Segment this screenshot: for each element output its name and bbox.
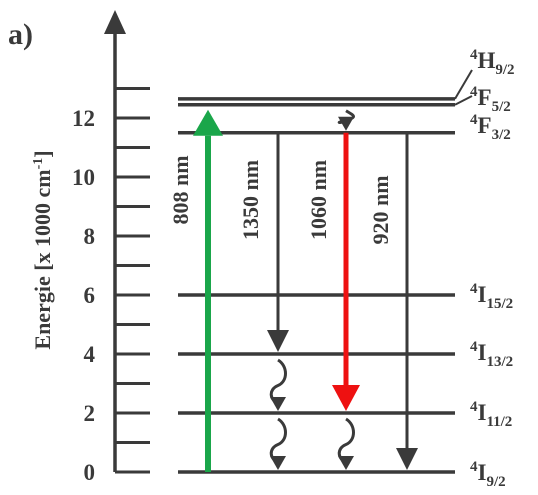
level-label-letter: I [478,340,487,365]
level-label: 4I15/2 [470,281,513,312]
axis-tick-label: 4 [84,342,96,367]
level-label-sub: 9/2 [495,62,514,78]
transition-arrowhead [193,109,223,136]
level-label: 4I13/2 [470,339,513,370]
level-label: 4I9/2 [470,459,506,490]
axis-tick-label: 2 [84,401,96,426]
axis-tick-label: 6 [84,283,96,308]
level-label-sup: 4 [470,399,478,415]
nonradiative-decay-arrowhead [338,116,354,131]
axis-tick-label: 0 [84,460,96,485]
level-label-sub: 15/2 [486,296,513,312]
axis-tick-label: 12 [72,106,95,131]
nonradiative-decay-arrowhead [270,456,286,470]
nonradiative-decay-line [337,417,355,463]
axis-title-sup: -1 [31,158,46,170]
energy-levels [178,97,455,474]
level-label-sub: 3/2 [492,127,511,143]
level-label-letter: I [478,282,487,307]
level-label-sup: 4 [470,339,478,355]
nonradiative-decay-arrowhead [338,456,354,470]
level-label-letter: I [478,460,487,485]
transition-label: 1060 nm [306,160,331,240]
nonradiative-decay-arrowhead [270,397,286,411]
nonradiative-decay-line [269,358,287,404]
energy-axis-arrowhead [104,10,126,34]
level-label-sup: 4 [470,112,478,128]
level-label-sup: 4 [470,84,478,100]
nonradiative-decay-line [269,417,287,463]
axis-title-end: ] [30,150,55,157]
level-label: 4H9/2 [470,47,515,78]
axis-tick-label: 8 [84,224,96,249]
transition-arrowhead [332,385,360,411]
panel-label: a) [8,18,33,51]
axis-title: Energie [x 1000 cm-1] [30,150,55,349]
level-label-letter: H [478,48,496,73]
level-label-sup: 4 [470,47,478,63]
level-label-sub: 5/2 [492,99,511,115]
transition-label: 808 nm [168,155,193,224]
level-label-sub: 11/2 [486,414,512,430]
level-label-sup: 4 [470,459,478,475]
level-label-letter: F [478,85,492,110]
axis-tick-label: 10 [72,165,95,190]
leader-line [454,95,473,106]
leader-line [454,69,473,100]
axis-title-text: Energie [x 1000 cm [30,169,55,349]
level-label: 4F5/2 [470,84,511,115]
level-label: 4I11/2 [470,399,512,430]
level-label-sup: 4 [470,281,478,297]
transition-label: 1350 nm [238,160,263,240]
level-label-sub: 9/2 [486,474,505,490]
level-label: 4F3/2 [470,112,511,143]
transition-arrowhead [396,448,418,470]
transition-arrowhead [267,330,289,352]
level-label-letter: F [478,113,492,138]
level-label-sub: 13/2 [486,354,513,370]
transitions: 808 nm 1350 nm 1060 nm 920 nm [168,109,418,472]
transition-label: 920 nm [368,175,393,244]
level-label-letter: I [478,400,487,425]
axis-ticks: 0 2 4 6 8 10 12 [72,87,150,485]
